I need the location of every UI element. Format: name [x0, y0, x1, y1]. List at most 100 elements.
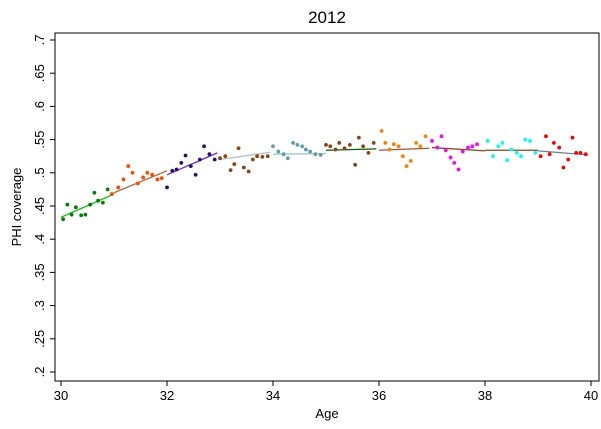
x-tick-label: 32 — [160, 388, 174, 403]
data-point — [509, 147, 514, 152]
data-point — [485, 139, 490, 143]
data-point — [552, 141, 556, 145]
y-tick-label: .4 — [32, 234, 47, 245]
data-point — [456, 167, 461, 172]
y-tick-label: .25 — [32, 330, 47, 348]
data-point — [566, 157, 571, 162]
data-point — [574, 150, 579, 155]
x-tick-label: 38 — [478, 388, 492, 403]
data-point — [544, 134, 548, 139]
data-point — [109, 192, 114, 196]
data-point — [236, 146, 241, 151]
x-axis-title: Age — [315, 406, 338, 421]
data-point — [337, 141, 342, 145]
fit-line — [219, 151, 271, 161]
data-point — [100, 200, 105, 205]
data-point — [250, 157, 255, 162]
data-point — [295, 143, 300, 147]
data-point — [188, 164, 193, 169]
plot-frame — [54, 32, 600, 382]
data-point — [150, 172, 155, 177]
data-point — [265, 154, 270, 159]
data-point — [439, 134, 444, 139]
data-point — [276, 149, 281, 154]
y-axis: .2 .25 .3 .35 .4 .45 .5 .55 .6 .65 .7 — [32, 35, 55, 377]
data-point — [285, 156, 290, 161]
data-point — [460, 149, 465, 154]
data-point — [328, 144, 333, 149]
data-point — [145, 170, 150, 175]
data-point — [578, 150, 583, 155]
data-point — [356, 135, 361, 140]
fit-line — [60, 193, 115, 218]
data-point — [353, 162, 358, 167]
data-point — [170, 168, 175, 173]
x-tick-label: 34 — [266, 388, 280, 403]
data-point — [491, 154, 495, 159]
data-point — [241, 165, 246, 170]
fit-line — [272, 152, 327, 155]
data-point — [500, 141, 505, 145]
fit-line — [378, 147, 430, 151]
data-point — [404, 164, 409, 169]
data-point — [61, 217, 66, 222]
data-point — [116, 185, 121, 190]
data-point — [538, 154, 543, 159]
data-point — [387, 147, 392, 152]
y-tick-label: .65 — [32, 64, 47, 82]
data-point — [79, 213, 84, 218]
y-tick-label: .55 — [32, 131, 47, 149]
data-point — [408, 158, 413, 163]
data-point — [88, 202, 93, 207]
data-point — [583, 152, 588, 157]
data-point — [475, 142, 479, 147]
data-point — [141, 175, 146, 180]
data-point — [533, 150, 538, 155]
data-point — [281, 152, 286, 157]
data-point — [470, 144, 475, 149]
y-tick-label: .3 — [32, 300, 47, 311]
fit-line — [166, 152, 218, 176]
data-point — [466, 145, 470, 150]
y-tick-label: .7 — [32, 35, 47, 46]
data-point — [361, 144, 365, 149]
data-point — [202, 144, 207, 149]
data-point — [519, 154, 523, 159]
data-point — [83, 212, 88, 217]
data-point — [212, 157, 217, 162]
chart-title: 2012 — [308, 8, 346, 27]
data-point — [379, 129, 384, 133]
x-tick-label: 30 — [54, 388, 68, 403]
y-tick-label: .45 — [32, 197, 47, 215]
fit-line — [113, 170, 168, 194]
data-point — [414, 141, 418, 145]
data-point — [448, 155, 453, 160]
data-point — [435, 145, 440, 150]
data-point — [342, 146, 347, 151]
data-point — [130, 170, 135, 175]
data-point — [308, 149, 312, 154]
y-tick-label: .35 — [32, 263, 47, 281]
data-point — [443, 148, 448, 153]
data-point — [547, 152, 552, 157]
data-points — [61, 129, 588, 222]
data-point — [223, 154, 228, 159]
data-point — [193, 172, 198, 177]
x-tick-label: 36 — [372, 388, 386, 403]
data-point — [400, 154, 405, 159]
data-point — [96, 198, 100, 203]
y-tick-label: .5 — [32, 167, 47, 178]
data-point — [371, 141, 376, 145]
data-point — [65, 202, 70, 207]
data-point — [557, 145, 562, 150]
data-point — [218, 156, 222, 161]
data-point — [246, 169, 251, 174]
data-point — [73, 205, 78, 210]
data-point — [324, 143, 328, 147]
data-point — [197, 157, 202, 162]
data-point — [496, 144, 501, 149]
data-point — [514, 150, 519, 155]
data-point — [423, 134, 428, 139]
data-point — [366, 150, 371, 155]
x-tick-label: 40 — [584, 388, 598, 403]
